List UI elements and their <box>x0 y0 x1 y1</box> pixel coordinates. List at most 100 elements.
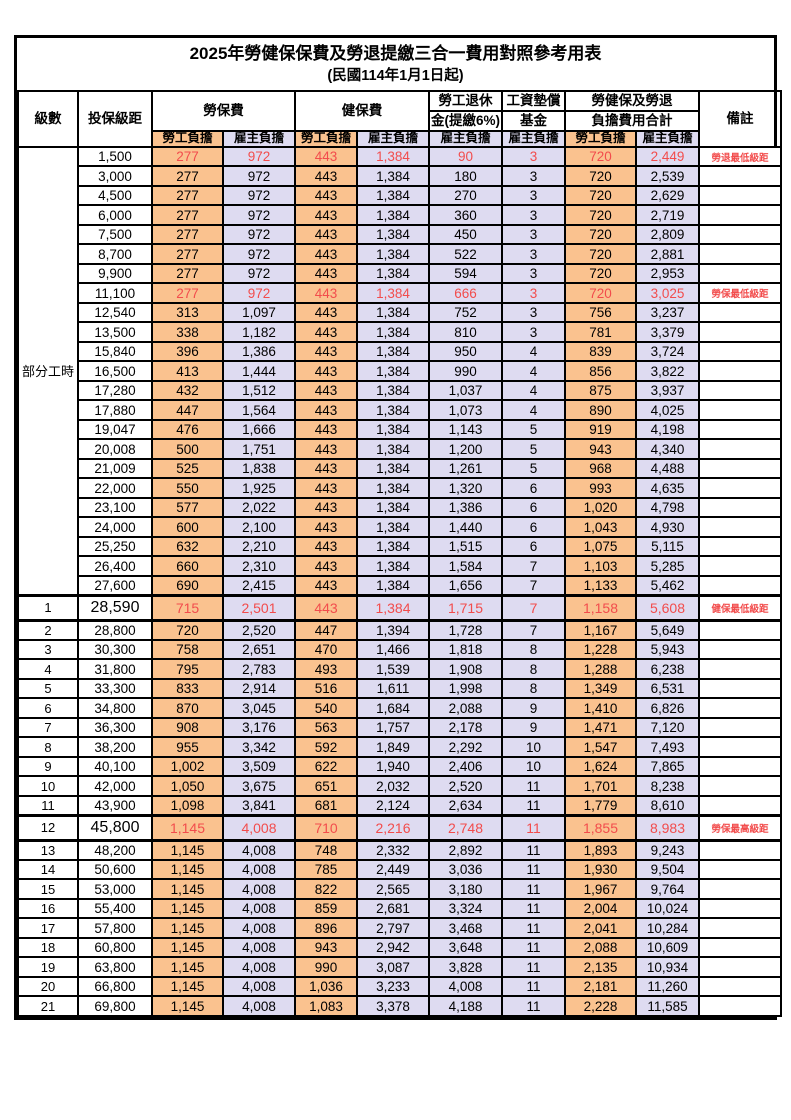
cell-total-employer: 6,531 <box>635 677 700 700</box>
cell-health-employee: 592 <box>294 736 358 758</box>
cell-bracket: 69,800 <box>77 995 153 1017</box>
table-row: 4 31,800 795 2,783 493 1,539 1,908 8 1,288 6,238 <box>17 658 782 680</box>
cell-bracket: 9,900 <box>77 262 153 285</box>
cell-labor-employer: 4,008 <box>222 917 296 939</box>
cell-health-employer: 1,849 <box>356 736 430 758</box>
cell-health-employee: 443 <box>294 360 358 382</box>
cell-total-employee: 993 <box>564 477 637 499</box>
cell-total-employee: 2,004 <box>564 897 637 920</box>
table-row: 8,700 277 972 443 1,384 522 3 720 2,881 <box>18 243 782 265</box>
table-row: 24,000 600 2,100 443 1,384 1,440 6 1,043 4,930 <box>18 516 782 538</box>
table-row: 10 42,000 1,050 3,675 651 2,032 2,520 11 1,701 8,… <box>17 775 782 797</box>
title-block: 2025年勞健保保費及勞退提繳三合一費用對照參考用表 (民國114年1月1日起) <box>17 38 774 90</box>
cell-health-employer: 1,384 <box>356 593 430 622</box>
cell-labor-employee: 1,145 <box>151 878 224 900</box>
table-row: 5 33,300 833 2,914 516 1,611 1,998 8 1,349 6,531 <box>17 677 782 700</box>
cell-labor-employer: 1,386 <box>222 340 296 363</box>
cell-wage-fund-employer: 11 <box>501 858 566 881</box>
table-row: 3,000 277 972 443 1,384 180 3 720 2,539 <box>18 165 782 187</box>
cell-total-employer: 4,930 <box>635 516 700 538</box>
cell-health-employee: 443 <box>294 516 358 538</box>
cell-wage-fund-employer: 3 <box>501 223 566 246</box>
cell-level: 1 <box>17 593 79 622</box>
cell-remark <box>698 184 782 207</box>
cell-total-employee: 1,893 <box>564 839 637 861</box>
cell-total-employee: 2,135 <box>564 956 637 978</box>
cell-total-employer: 10,609 <box>635 936 700 959</box>
table-row: 19,047 476 1,666 443 1,384 1,143 5 919 4,198 <box>18 418 782 441</box>
cell-total-employer: 3,822 <box>635 360 700 382</box>
cell-pension-employer: 3,180 <box>428 878 503 900</box>
table-row: 1 28,590 715 2,501 443 1,384 1,715 7 1,158 5,608 健… <box>17 593 782 622</box>
cell-bracket: 36,300 <box>77 716 153 739</box>
table-row: 13 48,200 1,145 4,008 748 2,332 2,892 11 1,893 9,… <box>17 839 782 861</box>
cell-pension-employer: 2,406 <box>428 755 503 778</box>
cell-labor-employee: 715 <box>151 593 224 622</box>
cell-bracket: 12,540 <box>77 301 153 324</box>
cell-total-employee: 720 <box>564 262 637 285</box>
header-health-insurance: 健保費 <box>294 90 430 133</box>
cell-labor-employee: 1,145 <box>151 917 224 939</box>
page-title: 2025年勞健保保費及勞退提繳三合一費用對照參考用表 <box>189 44 602 63</box>
cell-level: 19 <box>17 956 79 978</box>
cell-pension-employer: 1,320 <box>428 477 503 499</box>
cell-labor-employee: 600 <box>151 516 224 538</box>
cell-health-employee: 443 <box>294 574 358 597</box>
cell-total-employer: 7,865 <box>635 755 700 778</box>
cell-labor-employer: 972 <box>222 282 296 304</box>
header-total-line1: 勞健保及勞退 <box>564 90 700 113</box>
cell-labor-employer: 972 <box>222 145 296 168</box>
header-total-line2: 負擔費用合計 <box>564 110 700 133</box>
cell-total-employee: 1,349 <box>564 677 637 700</box>
cell-health-employer: 1,384 <box>356 360 430 382</box>
table-row: 27,600 690 2,415 443 1,384 1,656 7 1,133 5,462 <box>18 574 782 597</box>
cell-bracket: 8,700 <box>77 243 153 265</box>
cell-labor-employee: 1,145 <box>151 956 224 978</box>
cell-labor-employer: 3,045 <box>222 697 296 719</box>
cell-bracket: 1,500 <box>77 145 153 168</box>
cell-health-employee: 443 <box>294 282 358 304</box>
cell-labor-employer: 1,925 <box>222 477 296 499</box>
cell-health-employee: 443 <box>294 321 358 343</box>
table-row: 部分工時 1,500 277 972 443 1,384 90 3 720 2,449 勞退最低級距 <box>17 145 782 597</box>
cell-health-employee: 443 <box>294 243 358 265</box>
cell-health-employer: 1,384 <box>356 496 430 519</box>
cell-labor-employer: 4,008 <box>222 813 296 842</box>
cell-health-employee: 710 <box>294 813 358 842</box>
cell-pension-employer: 90 <box>428 145 503 168</box>
cell-wage-fund-employer: 6 <box>501 496 566 519</box>
cell-health-employee: 443 <box>294 593 358 622</box>
cell-wage-fund-employer: 6 <box>501 477 566 499</box>
cell-labor-employer: 972 <box>222 243 296 265</box>
cell-total-employee: 2,088 <box>564 936 637 959</box>
cell-total-employer: 4,635 <box>635 477 700 499</box>
cell-pension-employer: 2,292 <box>428 736 503 758</box>
cell-health-employer: 1,394 <box>356 619 430 641</box>
cell-wage-fund-employer: 5 <box>501 457 566 480</box>
cell-wage-fund-employer: 4 <box>501 340 566 363</box>
table-row: 23,100 577 2,022 443 1,384 1,386 6 1,020 4,798 <box>18 496 782 519</box>
cell-pension-employer: 1,584 <box>428 555 503 577</box>
cell-remark <box>698 658 782 680</box>
cell-remark <box>698 917 782 939</box>
cell-health-employer: 1,684 <box>356 697 430 719</box>
cell-total-employer: 5,649 <box>635 619 700 641</box>
cell-health-employee: 443 <box>294 301 358 324</box>
cell-total-employer: 2,449 <box>635 145 700 168</box>
page-subtitle: (民國114年1月1日起) <box>327 67 464 84</box>
cell-total-employer: 9,764 <box>635 878 700 900</box>
header-pension-line1: 勞工退休 <box>428 90 503 113</box>
cell-health-employer: 1,539 <box>356 658 430 680</box>
cell-health-employer: 1,384 <box>356 477 430 499</box>
header-health-employee: 勞工負擔 <box>294 130 358 148</box>
table-row: 19 63,800 1,145 4,008 990 3,087 3,828 11 2,135 10… <box>17 956 782 978</box>
cell-remark <box>698 340 782 363</box>
cell-labor-employee: 908 <box>151 716 224 739</box>
cell-pension-employer: 1,200 <box>428 438 503 460</box>
cell-bracket: 22,000 <box>77 477 153 499</box>
insurance-table-body: 部分工時 1,500 277 972 443 1,384 90 3 720 2,449 勞退最低級距… <box>17 145 782 1017</box>
table-row: 26,400 660 2,310 443 1,384 1,584 7 1,103 5,285 <box>18 555 782 577</box>
cell-remark <box>698 243 782 265</box>
cell-remark <box>698 516 782 538</box>
cell-total-employer: 5,462 <box>635 574 700 597</box>
